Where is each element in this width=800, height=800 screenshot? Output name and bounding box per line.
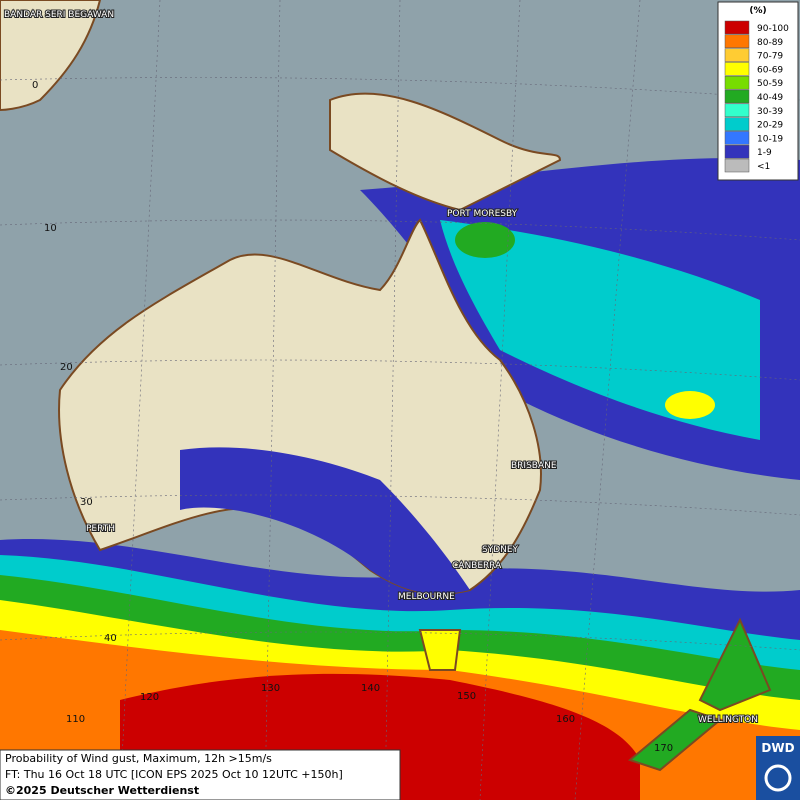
- longitude-label: 150: [457, 691, 476, 702]
- longitude-label: 160: [556, 714, 575, 725]
- legend-label: 90-100: [757, 24, 789, 34]
- legend-label: <1: [757, 162, 770, 172]
- legend-label: 1-9: [757, 148, 772, 158]
- place-label: WELLINGTON: [698, 715, 758, 725]
- legend-swatch: [724, 117, 750, 131]
- place-label: BANDAR SERI BEGAWAN: [4, 10, 114, 20]
- footer-text: FT: Thu 16 Oct 18 UTC [ICON EPS 2025 Oct…: [5, 768, 343, 781]
- legend-label: 80-89: [757, 38, 783, 48]
- longitude-label: 130: [261, 683, 280, 694]
- legend: (%) 90-100 80-89 70-79 60-69 50-59 40-49 30-39…: [717, 1, 799, 181]
- place-label: PORT MORESBY: [447, 209, 518, 219]
- legend-title: (%): [749, 6, 766, 16]
- band-png: [455, 222, 515, 258]
- legend-label: 70-79: [757, 52, 783, 62]
- band-nc: [665, 391, 715, 419]
- logo-swirl: [764, 764, 792, 792]
- latitude-label: 40: [104, 633, 117, 644]
- longitude-label: 120: [140, 692, 159, 703]
- legend-swatch: [724, 48, 750, 62]
- legend-swatch: [724, 131, 750, 145]
- legend-label: 30-39: [757, 107, 783, 117]
- place-label: SYDNEY: [482, 545, 519, 555]
- longitude-label: 170: [654, 743, 673, 754]
- new-guinea: [329, 92, 562, 212]
- footer-box: [0, 749, 401, 800]
- tasmania: [418, 629, 462, 671]
- legend-swatch: [724, 34, 750, 49]
- band-coral-sea-2: [440, 220, 760, 440]
- latitude-label: 30: [80, 497, 93, 508]
- legend-label: 40-49: [757, 93, 783, 103]
- place-label: MELBOURNE: [398, 592, 455, 602]
- longitude-label: 140: [361, 683, 380, 694]
- band-australia-south: [180, 447, 470, 594]
- legend-swatch: [724, 103, 750, 118]
- borneo: [0, 0, 102, 112]
- legend-swatch: [724, 144, 750, 159]
- latitude-label: 10: [44, 223, 57, 234]
- legend-label: 50-59: [757, 79, 783, 89]
- place-label: CANBERRA: [452, 561, 502, 571]
- legend-swatch: [724, 20, 750, 35]
- legend-label: 10-19: [757, 134, 783, 144]
- latitude-label: 0: [32, 80, 38, 91]
- latitude-label: 20: [60, 362, 73, 373]
- footer-text: ©2025 Deutscher Wetterdienst: [5, 784, 199, 797]
- legend-swatch: [724, 62, 750, 76]
- legend-swatch: [724, 75, 750, 90]
- new-zealand: [627, 617, 772, 772]
- australia: [58, 218, 542, 595]
- legend-label: 60-69: [757, 65, 783, 75]
- place-label: PERTH: [86, 524, 115, 534]
- legend-label: 20-29: [757, 121, 783, 131]
- place-label: BRISBANE: [511, 461, 557, 471]
- legend-swatch: [724, 158, 750, 173]
- longitude-label: 110: [66, 714, 85, 725]
- legend-swatch: [724, 89, 750, 104]
- footer-text: Probability of Wind gust, Maximum, 12h >…: [5, 752, 272, 765]
- logo-text: DWD: [761, 741, 794, 755]
